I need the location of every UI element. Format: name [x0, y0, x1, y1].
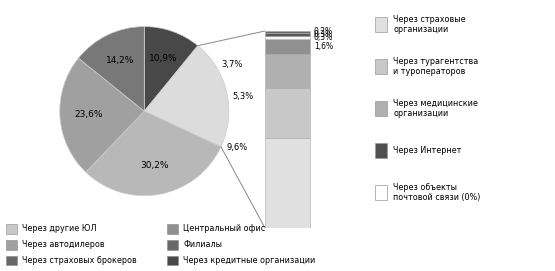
- Text: Филиалы: Филиалы: [183, 240, 222, 249]
- Bar: [265, 38, 310, 53]
- Wedge shape: [86, 111, 221, 196]
- Text: 3,7%: 3,7%: [221, 60, 243, 69]
- Bar: [265, 33, 310, 36]
- Text: 5,3%: 5,3%: [233, 92, 254, 101]
- Text: Через страховые
организации: Через страховые организации: [393, 15, 466, 34]
- Bar: [265, 88, 310, 138]
- Text: Через кредитные организации: Через кредитные организации: [183, 256, 315, 265]
- Text: 0,3%: 0,3%: [314, 33, 333, 42]
- Bar: [265, 138, 310, 228]
- Wedge shape: [78, 27, 144, 111]
- Bar: [265, 31, 310, 33]
- Text: 23,6%: 23,6%: [74, 110, 103, 119]
- Text: Через автодилеров: Через автодилеров: [22, 240, 105, 249]
- Text: 14,2%: 14,2%: [106, 56, 134, 65]
- Text: 0,3%: 0,3%: [314, 30, 333, 39]
- Text: 0,2%: 0,2%: [314, 27, 333, 37]
- Bar: [265, 36, 310, 38]
- Text: Через медицинские
организации: Через медицинские организации: [393, 99, 478, 118]
- Wedge shape: [144, 27, 198, 111]
- Bar: [265, 53, 310, 88]
- Text: 9,6%: 9,6%: [226, 143, 248, 152]
- Text: 1,6%: 1,6%: [314, 41, 333, 50]
- Wedge shape: [144, 46, 229, 147]
- Text: Через другие ЮЛ: Через другие ЮЛ: [22, 224, 97, 234]
- Text: 30,2%: 30,2%: [140, 162, 169, 170]
- Text: Через объекты
почтовой связи (0%): Через объекты почтовой связи (0%): [393, 183, 481, 202]
- Text: Через страховых брокеров: Через страховых брокеров: [22, 256, 137, 265]
- Wedge shape: [60, 58, 144, 172]
- Text: Через Интернет: Через Интернет: [393, 146, 462, 155]
- Text: Через турагентства
и туроператоров: Через турагентства и туроператоров: [393, 57, 479, 76]
- Text: 10,9%: 10,9%: [149, 54, 178, 63]
- Text: Центральный офис: Центральный офис: [183, 224, 265, 234]
